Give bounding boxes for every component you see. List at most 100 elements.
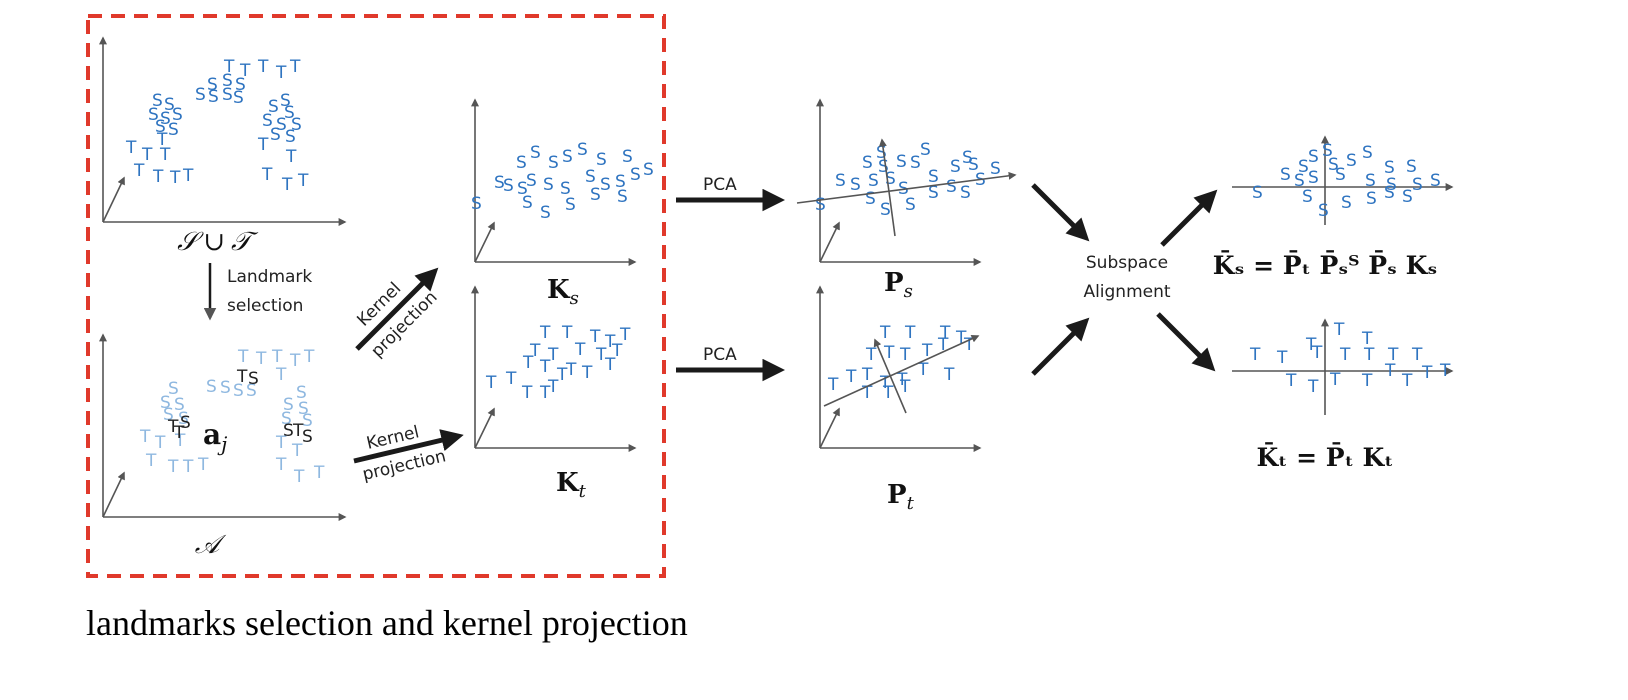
kt-label: Kt — [556, 468, 587, 502]
target-point: T — [539, 383, 551, 403]
source-point: S — [155, 117, 166, 137]
source-point: S — [990, 159, 1001, 179]
target-point: T — [899, 345, 911, 365]
source-point: S — [1280, 165, 1291, 185]
source-point: S — [174, 395, 185, 415]
source-point: S — [1412, 175, 1423, 195]
source-point: S — [522, 193, 533, 213]
panel-aligned-target-axes — [1232, 318, 1454, 415]
panel-pt-points: T T T TTT T T T TT T T T T T TT T T — [827, 323, 975, 403]
source-point: S — [850, 175, 861, 195]
target-point: T — [275, 433, 287, 453]
panel-ps-principal-axes — [796, 138, 1017, 237]
panel-kt-axes — [471, 285, 637, 452]
panel-ps-axes — [816, 98, 982, 266]
source-point: S — [180, 413, 191, 433]
source-point: S — [1362, 143, 1373, 163]
target-point: T — [565, 360, 577, 380]
source-point: S — [905, 195, 916, 215]
source-point: S — [163, 405, 174, 425]
target-point: T — [539, 357, 551, 377]
target-point: T — [197, 455, 209, 475]
source-point: S — [1328, 155, 1339, 175]
source-point: S — [968, 155, 979, 175]
target-point: T — [505, 369, 517, 389]
target-point: T — [261, 165, 273, 185]
source-point: S — [222, 85, 233, 105]
target-point: T — [1333, 320, 1345, 340]
source-point: S — [281, 409, 292, 429]
source-point: S — [152, 91, 163, 111]
target-point: T — [133, 161, 145, 181]
panel-pt-axes — [816, 285, 982, 452]
target-point: T — [255, 349, 267, 369]
source-point: S — [562, 147, 573, 167]
target-point: T — [539, 323, 551, 343]
target-point: T — [167, 457, 179, 477]
source-point: S — [928, 183, 939, 203]
panel-aligned-target-points: T TTT T T T T T TT T T T T T T T — [1249, 320, 1451, 397]
target-point: T — [883, 343, 895, 363]
source-point: S — [222, 71, 233, 91]
panel-landmarks-axes — [99, 333, 347, 521]
source-point: S — [868, 171, 879, 191]
target-point: T — [139, 427, 151, 447]
ks-label: Ks — [547, 275, 579, 309]
source-point: S — [471, 194, 482, 214]
target-point: T — [313, 463, 325, 483]
landmark-aj-label: aj — [203, 418, 227, 456]
target-point: T — [1307, 377, 1319, 397]
target-point: T — [521, 383, 533, 403]
target-point: T — [1361, 371, 1373, 391]
target-point: T — [141, 145, 153, 165]
target-point: T — [292, 421, 304, 441]
target-point: T — [275, 455, 287, 475]
target-point: T — [845, 367, 857, 387]
target-point: T — [939, 323, 951, 343]
kernel-projection-arrow-lower — [353, 429, 464, 464]
target-point: T — [125, 138, 137, 158]
target-point: T — [899, 377, 911, 397]
target-point: T — [223, 57, 235, 77]
source-point: S — [298, 399, 309, 419]
target-point: T — [1384, 361, 1396, 381]
landmark-region-box — [86, 14, 666, 578]
target-point: T — [174, 431, 186, 451]
source-point: S — [283, 395, 294, 415]
pt-label: Pt — [887, 480, 915, 514]
source-point: S — [178, 409, 189, 429]
panel-pt-principal-axes — [823, 335, 980, 414]
target-point: T — [581, 363, 593, 383]
target-point: T — [237, 347, 249, 367]
source-point: S — [880, 200, 891, 220]
source-point: S — [1252, 183, 1263, 203]
target-point: T — [167, 417, 179, 437]
source-point: S — [835, 171, 846, 191]
source-point: S — [1335, 165, 1346, 185]
source-point: S — [1402, 187, 1413, 207]
target-point: T — [145, 451, 157, 471]
panel-aligned-source-points: S S SS S S S SS S S S S S S SS S S S S SS — [1252, 141, 1441, 221]
target-point: T — [289, 351, 301, 371]
source-point: S — [885, 169, 896, 189]
target-point: T — [574, 340, 586, 360]
target-point: T — [485, 373, 497, 393]
source-point: S — [548, 153, 559, 173]
source-point: S — [1386, 175, 1397, 195]
source-point: S — [207, 75, 218, 95]
source-point: S — [1384, 158, 1395, 178]
source-point: S — [1318, 201, 1329, 221]
source-point: S — [920, 140, 931, 160]
target-point: T — [1439, 361, 1451, 381]
source-point: S — [246, 381, 257, 401]
source-point: S — [284, 103, 295, 123]
source-point: S — [195, 85, 206, 105]
source-point: S — [235, 75, 246, 95]
target-point: T — [904, 323, 916, 343]
source-point: S — [1294, 171, 1305, 191]
figure-caption: landmarks selection and kernel projectio… — [86, 603, 688, 643]
target-point: T — [604, 355, 616, 375]
target-point: T — [865, 345, 877, 365]
equation-aligned-target: K̄ₜ = P̄ₜ Kₜ — [1256, 442, 1393, 472]
